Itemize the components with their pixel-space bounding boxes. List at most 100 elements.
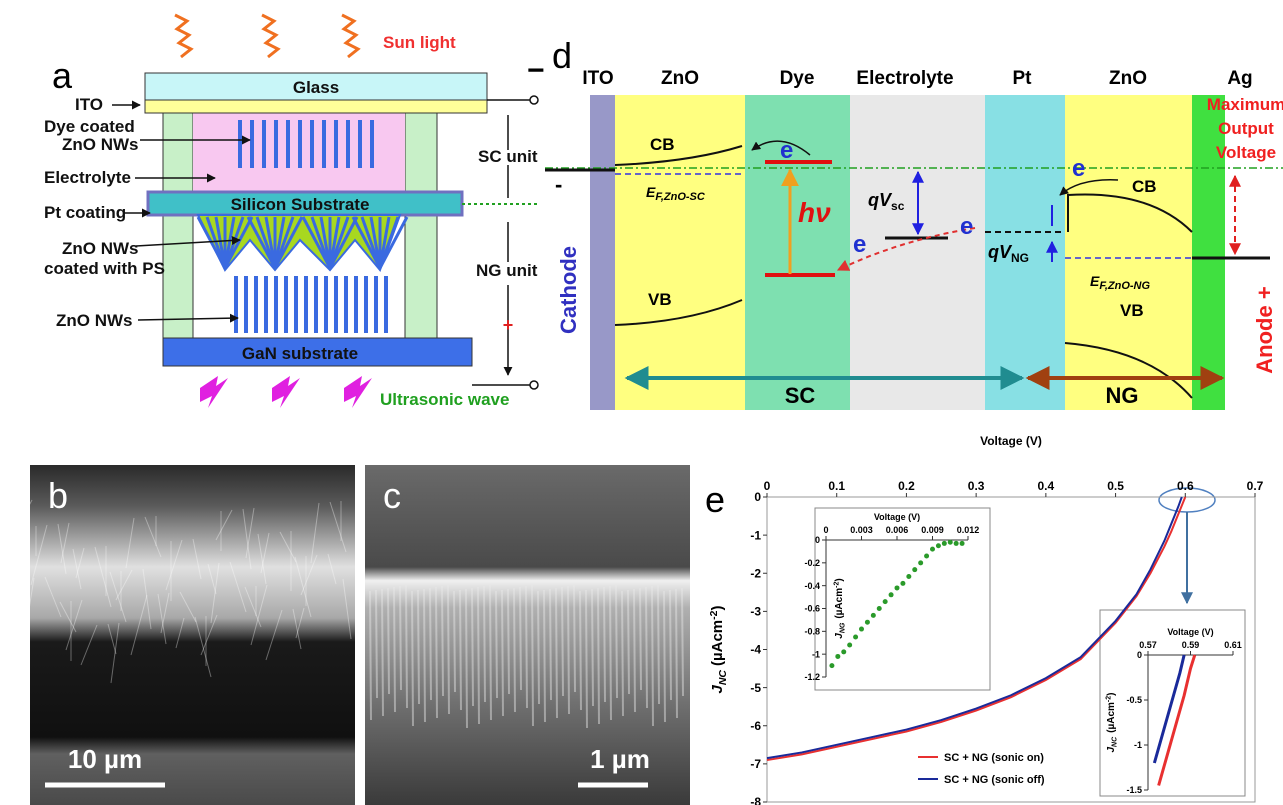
x-tick-label: 0 xyxy=(823,525,828,535)
texture-line xyxy=(610,586,611,720)
texture-line xyxy=(406,585,407,708)
x-tick-label: 0.59 xyxy=(1182,640,1200,650)
y-tick-label: 0 xyxy=(1137,650,1142,660)
anode-label: Anode + xyxy=(1252,286,1277,373)
data-point xyxy=(900,581,905,586)
texture-line xyxy=(496,591,497,698)
page: a Sun light Glass Silicon Substrate GaN … xyxy=(0,0,1283,805)
y-tick-label: -8 xyxy=(750,795,761,805)
texture-line xyxy=(508,589,509,694)
panel-c: c 1 µm xyxy=(365,465,690,805)
column-header: ITO xyxy=(582,68,613,89)
cathode-sign: - xyxy=(555,172,562,197)
y-tick-label: -1 xyxy=(750,528,761,542)
y-title-unit: (µAcm xyxy=(834,588,845,619)
data-point xyxy=(889,592,894,597)
data-point xyxy=(859,627,864,632)
y-tick-label: -1 xyxy=(1134,740,1142,750)
y-title-close: ) xyxy=(709,605,726,610)
coated-nanowires xyxy=(198,215,407,270)
y-tick-label: -1 xyxy=(812,649,820,659)
texture-line xyxy=(616,585,617,698)
y-tick-label: -1.2 xyxy=(804,672,820,682)
cb-label: CB xyxy=(1132,177,1157,196)
panel-label: b xyxy=(48,475,68,516)
column-header: Electrolyte xyxy=(856,68,953,89)
cb-label: CB xyxy=(650,135,675,154)
gan-label: GaN substrate xyxy=(242,344,358,363)
column-header: ZnO xyxy=(661,68,699,89)
dye-label: ZnO NWs xyxy=(62,135,139,154)
ultrasonic-label: Ultrasonic wave xyxy=(380,390,509,409)
electron: e xyxy=(1072,155,1085,182)
fermi-sub: F,ZnO-NG xyxy=(1099,280,1150,292)
x-tick-label: 0.61 xyxy=(1224,640,1242,650)
panel-label: e xyxy=(705,479,725,520)
texture-line xyxy=(460,590,461,710)
texture-line xyxy=(550,589,551,700)
texture-line xyxy=(436,587,437,718)
x-axis-title: Voltage (V) xyxy=(874,512,920,522)
x-tick-label: 0.4 xyxy=(1038,479,1055,493)
minus-sign: − xyxy=(527,54,545,87)
electrolyte-band xyxy=(850,95,985,410)
zno-band xyxy=(615,95,745,410)
texture-line xyxy=(466,589,467,728)
texture-line xyxy=(676,589,677,718)
fermi-sub: F,ZnO-SC xyxy=(655,191,706,203)
y-tick-label: 0 xyxy=(754,490,761,504)
ng-label: NG xyxy=(1106,383,1139,408)
electron: e xyxy=(853,231,866,258)
texture-line xyxy=(640,588,641,690)
pillar xyxy=(405,113,437,338)
x-tick-label: 0.012 xyxy=(957,525,980,535)
panel-label: a xyxy=(52,55,73,96)
texture-line xyxy=(16,500,32,530)
sun-label: Sun light xyxy=(383,33,456,52)
data-point xyxy=(895,585,900,590)
y-tick-label: -1.5 xyxy=(1126,785,1142,795)
y-tick-label: -3 xyxy=(750,605,761,619)
sc-unit-label: SC unit xyxy=(478,147,538,166)
ito-band xyxy=(590,95,615,410)
ito xyxy=(145,100,487,113)
x-tick-label: 0.009 xyxy=(921,525,944,535)
scale-label: 10 µm xyxy=(68,744,142,774)
cathode-label: Cathode xyxy=(556,246,581,334)
y-title-unit: (µAcm xyxy=(709,620,726,666)
x-axis-title: Voltage (V) xyxy=(1167,627,1213,637)
panel-a: a Sun light Glass Silicon Substrate GaN … xyxy=(44,15,545,409)
y-title-sub: NG xyxy=(840,622,847,633)
texture-line xyxy=(514,588,515,712)
data-point xyxy=(948,540,953,545)
texture-line xyxy=(556,588,557,718)
texture-line xyxy=(394,587,395,712)
x-tick-label: 0.003 xyxy=(850,525,873,535)
texture-line xyxy=(400,586,401,690)
ray xyxy=(342,15,358,57)
shape: Maximum Output Voltage xyxy=(1207,95,1283,162)
x-tick-label: 0.1 xyxy=(828,479,845,493)
y-tick-label: -5 xyxy=(750,681,761,695)
y-title-close: ) xyxy=(1106,692,1117,695)
column-header: Dye xyxy=(780,68,815,89)
glass-label: Glass xyxy=(293,78,339,97)
figure: a Sun light Glass Silicon Substrate GaN … xyxy=(0,0,1283,805)
data-point xyxy=(847,643,852,648)
texture-line xyxy=(658,585,659,704)
max-output-label: Voltage xyxy=(1216,143,1276,162)
texture-line xyxy=(562,587,563,696)
texture-line xyxy=(442,586,443,696)
legend-label: SC + NG (sonic on) xyxy=(944,752,1044,764)
column-header: Ag xyxy=(1227,68,1252,89)
texture-line xyxy=(412,591,413,726)
texture-line xyxy=(598,588,599,724)
texture-line xyxy=(418,590,419,704)
texture-line xyxy=(586,590,587,728)
electron: e xyxy=(960,213,973,240)
y-tick-label: -0.8 xyxy=(804,626,820,636)
texture-line xyxy=(544,590,545,722)
ng-unit-label: NG unit xyxy=(476,261,538,280)
y-title-close: ) xyxy=(834,578,845,581)
